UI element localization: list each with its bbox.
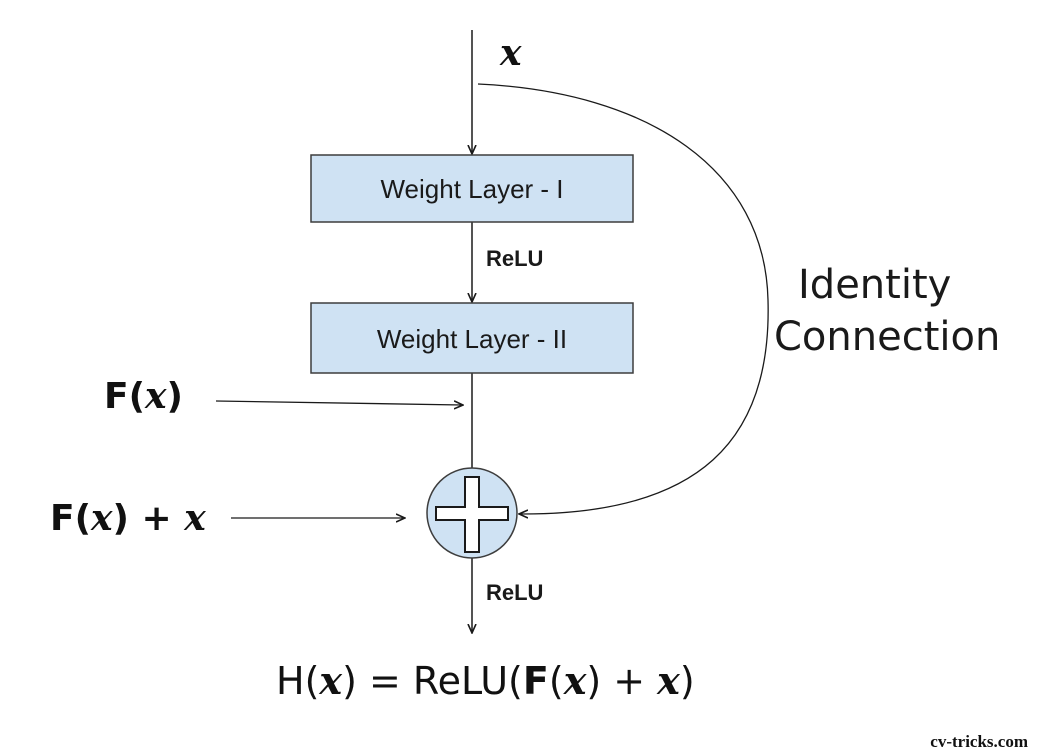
identity-connection-label-line1: Identity (798, 262, 951, 308)
relu-label-bottom: ReLU (486, 580, 543, 605)
output-equation: H(x) = ReLU(F(x) + x) (276, 658, 695, 703)
input-x-label: x (499, 32, 522, 74)
weight-layer-two-label: Weight Layer - II (377, 324, 567, 354)
weight-layer-two-box (310, 302, 634, 374)
identity-connection-curve (477, 83, 769, 514)
fx-label: F(x) (104, 375, 183, 417)
weight-layer-one-label: Weight Layer - I (380, 174, 563, 204)
weight-layer-one-box (310, 154, 634, 223)
fx-plus-x-label: F(x) + x (50, 497, 206, 539)
plus-icon (435, 476, 509, 553)
relu-label-top: ReLU (486, 246, 543, 271)
fx-pointer-arrow (215, 401, 462, 405)
identity-connection-label-line2: Connection (774, 314, 1000, 360)
watermark-text: cv-tricks.com (930, 732, 1028, 751)
